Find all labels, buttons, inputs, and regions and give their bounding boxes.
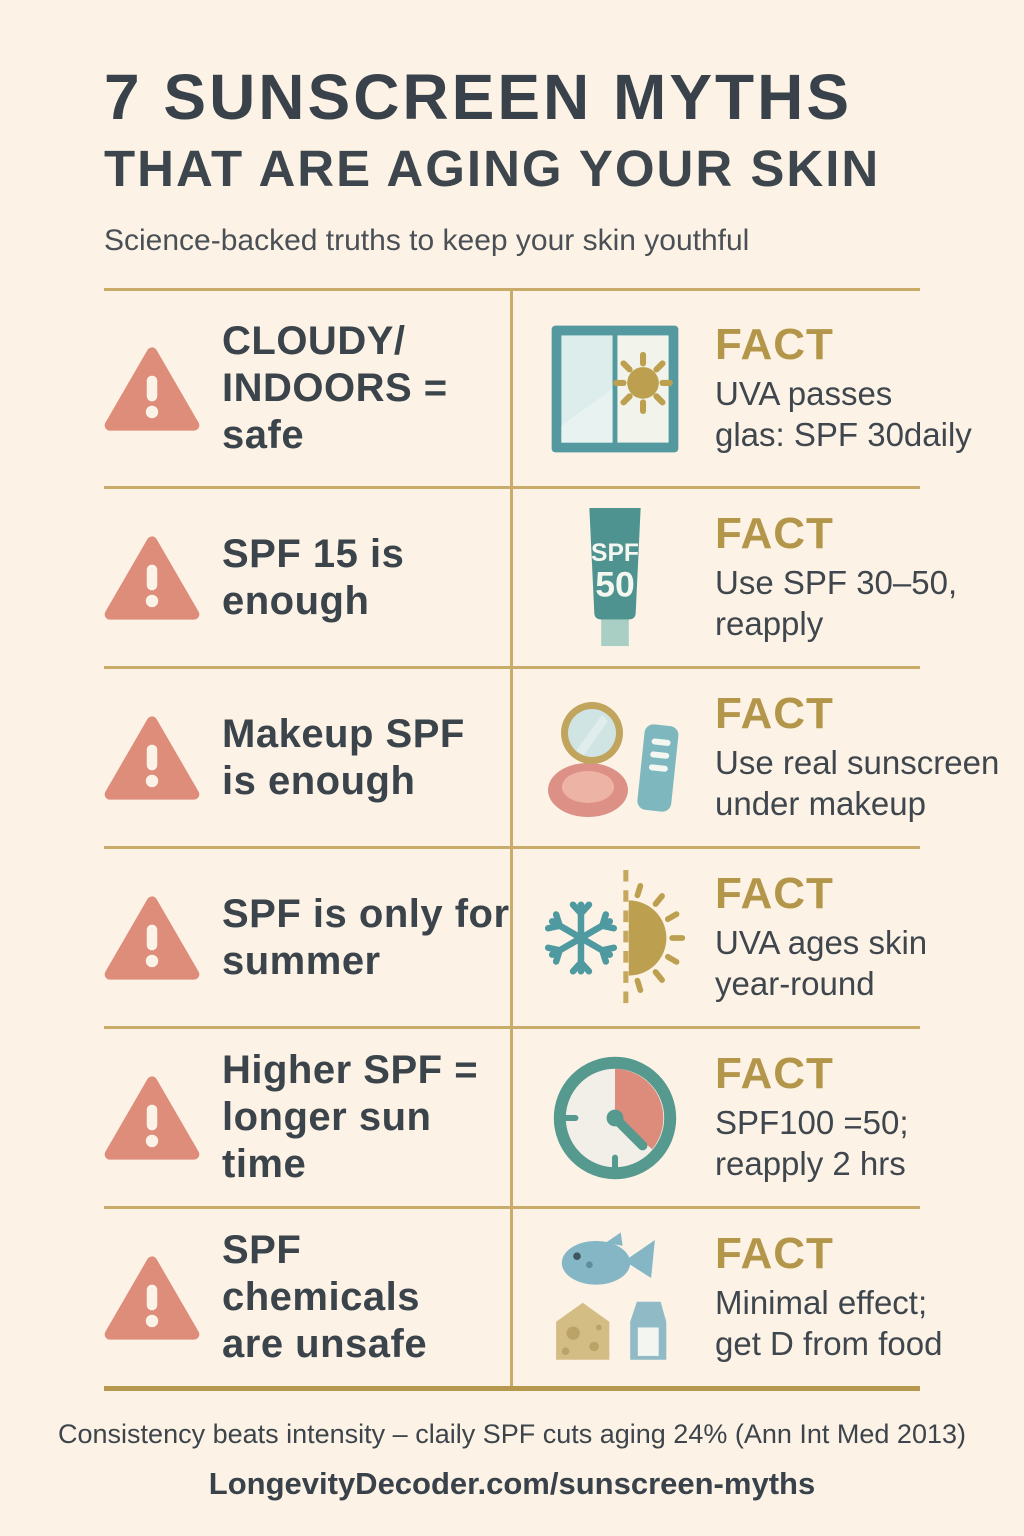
fact-line: Use real sunscreen [715,743,1000,781]
fact-line: get D from food [715,1324,943,1362]
fact-cell: FACT UVA ages skin year-round [510,849,928,1027]
myth-cell: SPF chemicals are unsafe [104,1209,510,1386]
vitamin-d-foods-icon [539,1216,691,1380]
fact-line: year-round [715,964,875,1002]
fact-text: FACT Use real sunscreen under makeup [715,688,1000,825]
snowflake-sun-icon [539,856,691,1020]
myth-line: INDOORS = safe [222,366,448,458]
page-title: 7 SUNSCREEN MYTHS [104,61,852,133]
makeup-compact-icon [539,676,691,840]
myth-line: is enough [222,758,416,803]
fact-text: FACT Use SPF 30–50, reapply [715,508,958,645]
tube-label-50: 50 [595,564,635,604]
fact-line: Use SPF 30–50, [715,563,958,601]
myth-line: SPF is only for [222,891,510,936]
fact-cell: FACT SPF100 =50; reapply 2 hrs [510,1029,920,1207]
fact-line: Minimal effect; [715,1283,928,1321]
fact-cell: FACT Minimal effect; get D from food [510,1209,943,1387]
table-row-makeup: Makeup SPF is enough [104,669,999,850]
fact-line: UVA ages skin [715,923,928,961]
fact-text: FACT UVA ages skin year-round [715,868,928,1005]
fact-cell: FACT Use real sunscreen under makeup [510,669,1000,847]
fact-line: under makeup [715,784,926,822]
page-title-line2: THAT ARE AGING YOUR SKIN [104,140,881,198]
fact-text: FACT SPF100 =50; reapply 2 hrs [715,1048,909,1185]
myth-cell: Higher SPF = longer sun time [104,1029,510,1206]
fact-label: FACT [715,1228,834,1278]
clock-icon [539,1036,691,1200]
warning-triangle-icon [104,1074,200,1162]
table-row-cloudy-indoors: CLOUDY/ INDOORS = safe [104,291,972,490]
myth-cell: Makeup SPF is enough [104,669,510,846]
fact-line: UVA passes [715,374,893,412]
table-row-chemicals: SPF chemicals are unsafe [104,1209,942,1392]
myth-line: Makeup SPF [222,711,465,756]
fact-text: FACT UVA passes glas: SPF 30daily [715,319,972,456]
myth-line: CLOUDY/ [222,318,406,363]
myth-line: longer sun time [222,1095,432,1187]
footer: Consistency beats intensity – claily SPF… [0,1419,1024,1502]
myth-line: SPF chemicals [222,1227,420,1320]
myth-cell: SPF 15 is enough [104,489,510,666]
fact-cell: SPF 50 FACT Use SPF 30–50, reapply [510,489,958,667]
fact-line: glas: SPF 30daily [715,415,972,453]
footer-note: Consistency beats intensity – claily SPF… [58,1419,966,1450]
window-sun-icon [539,307,691,471]
footer-url[interactable]: LongevityDecoder.com/sunscreen-myths [208,1466,816,1502]
fact-label: FACT [715,868,834,918]
warning-triangle-icon [104,1254,200,1342]
myth-cell: CLOUDY/ INDOORS = safe [104,291,510,486]
fact-label: FACT [715,319,834,369]
fact-label: FACT [715,508,834,558]
fact-line: reapply 2 hrs [715,1144,906,1182]
myth-text: CLOUDY/ INDOORS = safe [222,318,510,460]
warning-triangle-icon [104,345,200,433]
tube-label-spf: SPF [591,540,639,567]
fact-cell: FACT UVA passes glas: SPF 30daily [510,291,972,487]
myth-text: Higher SPF = longer sun time [222,1047,510,1189]
myth-text: SPF 15 is enough [222,531,404,625]
subtitle: Science-backed truths to keep your skin … [104,224,750,258]
myth-fact-table: CLOUDY/ INDOORS = safe [104,288,999,1392]
myth-cell: SPF is only for summer [104,849,510,1026]
spf50-tube-icon: SPF 50 [539,496,691,660]
myth-line: summer [222,938,381,983]
myth-line: enough [222,578,370,623]
warning-triangle-icon [104,894,200,982]
myth-line: SPF 15 is [222,531,405,576]
header: 7 SUNSCREEN MYTHS THAT ARE AGING YOUR SK… [0,0,1024,258]
table-row-summer-only: SPF is only for summer [104,849,927,1030]
fact-line: reapply [715,604,824,642]
table-row-higher-spf: Higher SPF = longer sun time F [104,1029,920,1210]
fact-text: FACT Minimal effect; get D from food [715,1228,943,1365]
table-row-spf15: SPF 15 is enough SPF 50 FACT Use SPF 30–… [104,489,957,670]
warning-triangle-icon [104,714,200,802]
myth-line: are unsafe [222,1322,428,1367]
myth-text: Makeup SPF is enough [222,711,465,805]
fact-label: FACT [715,1048,834,1098]
myth-line: Higher SPF = [222,1047,479,1092]
myth-text: SPF chemicals are unsafe [222,1227,510,1369]
fact-label: FACT [715,688,834,738]
myth-text: SPF is only for summer [222,891,510,985]
fact-line: SPF100 =50; [715,1103,909,1141]
warning-triangle-icon [104,534,200,622]
